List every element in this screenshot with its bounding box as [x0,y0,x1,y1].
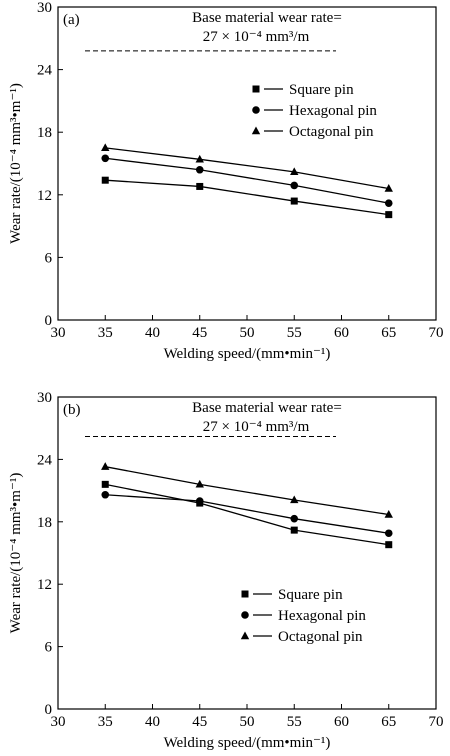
data-point [290,495,299,504]
x-tick-label: 65 [381,325,396,341]
x-tick-label: 45 [192,714,207,730]
legend-marker [241,611,249,619]
x-tick-label: 30 [51,325,66,341]
data-point [196,182,204,190]
legend-label: Hexagonal pin [278,608,366,624]
data-point [101,154,110,163]
legend-marker [241,590,249,598]
x-tick-label: 70 [429,325,444,341]
x-tick-label: 55 [287,714,302,730]
x-tick-label: 30 [51,714,66,730]
y-tick-label: 18 [37,515,52,531]
y-tick-label: 0 [45,313,53,329]
legend-label: Octagonal pin [289,124,374,140]
y-tick-label: 24 [37,452,53,468]
legend-marker [252,85,260,93]
legend-marker [252,106,260,114]
y-tick-label: 18 [37,125,52,141]
chart-panel-2: 30 35 40 45 50 55 60 65 70 0 6 12 18 24 30 Welding spee… [8,390,444,751]
legend-label: Square pin [289,82,354,98]
plot-frame [57,6,437,321]
legend-label: Hexagonal pin [289,103,377,119]
data-point [384,529,393,538]
y-tick-label: 30 [37,0,52,16]
legend-label: Octagonal pin [278,629,363,645]
y-tick-label: 30 [37,390,52,406]
reference-note-line2: 27 × 10⁻⁴ mm³/m [203,29,310,45]
y-tick-label: 6 [45,250,53,266]
series-square [101,480,393,549]
reference-note-line2: 27 × 10⁻⁴ mm³/m [203,419,310,435]
series-line [105,147,389,190]
data-point [101,490,110,499]
series-line [105,466,389,516]
data-point [101,143,110,152]
y-axis-label: Wear rate/(10⁻⁴ mm³•m⁻¹) [8,473,24,634]
x-axis-label: Welding speed/(mm•min⁻¹) [164,346,331,362]
x-tick-label: 70 [429,714,444,730]
y-tick-label: 0 [45,702,53,718]
data-point [290,181,299,190]
y-tick-label: 12 [37,188,52,204]
legend-label: Square pin [278,587,343,603]
plot-frame [57,396,437,710]
series-line [105,494,389,534]
data-point [101,480,109,488]
series-line [105,157,389,204]
panel-label: (b) [63,402,81,418]
reference-note-line1: Base material wear rate= [192,10,342,26]
y-tick-label: 6 [45,640,53,656]
series-square [101,176,393,219]
legend-marker [251,126,261,135]
data-point [195,165,204,174]
data-point [384,510,393,518]
series-circle [101,154,393,207]
x-tick-label: 65 [381,714,396,730]
x-tick-label: 35 [98,325,113,341]
chart-panel-1: 30 35 40 45 50 55 60 65 70 0 6 12 18 24 30 Welding spee… [8,0,444,362]
data-point [101,176,109,184]
x-tick-label: 60 [334,714,349,730]
legend-marker [240,631,250,640]
panel-label: (a) [63,12,80,28]
y-axis-label: Wear rate/(10⁻⁴ mm³•m⁻¹) [8,83,24,244]
x-tick-label: 60 [334,325,349,341]
data-point [384,184,393,192]
series-line [105,483,389,546]
data-point [195,479,204,488]
series-circle [101,490,393,538]
y-tick-label: 12 [37,577,52,593]
series-triangle [101,462,393,518]
data-point [101,462,110,470]
x-tick-label: 45 [192,325,207,341]
data-point [385,541,393,549]
series-line [105,179,389,216]
x-tick-label: 40 [145,325,160,341]
reference-note-line1: Base material wear rate= [192,400,342,416]
data-point [290,197,298,205]
series-triangle [101,143,393,192]
x-tick-label: 35 [98,714,113,730]
x-tick-label: 50 [240,714,255,730]
data-point [290,167,299,176]
y-tick-label: 24 [37,63,53,79]
x-tick-label: 55 [287,325,302,341]
x-tick-label: 40 [145,714,160,730]
x-tick-label: 50 [240,325,255,341]
x-axis-label: Welding speed/(mm•min⁻¹) [164,735,331,751]
data-point [195,497,204,505]
data-point [290,526,298,534]
data-point [384,199,393,207]
data-point [290,514,299,523]
data-point [195,154,204,163]
data-point [385,211,393,219]
